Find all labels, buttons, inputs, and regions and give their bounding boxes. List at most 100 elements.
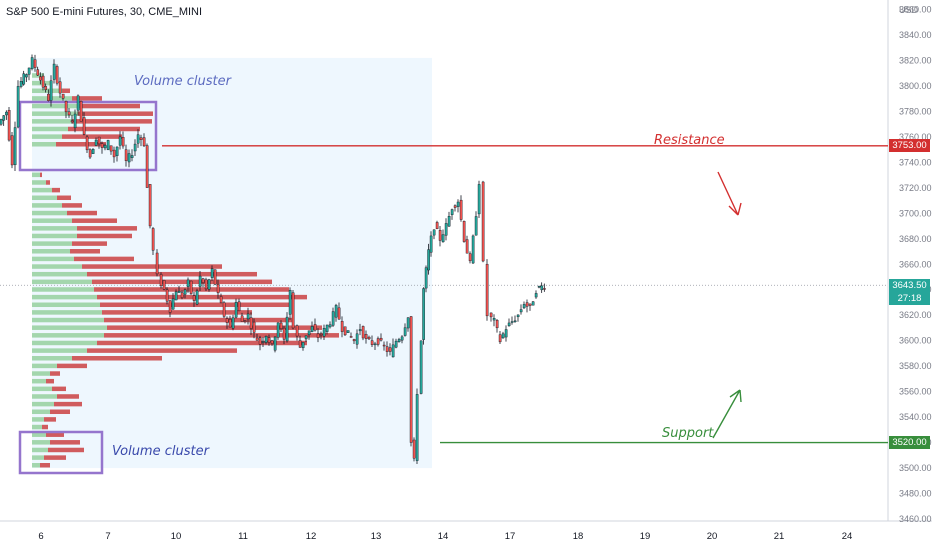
down-arrow-icon bbox=[717, 171, 742, 216]
volume-profile-bar-down bbox=[87, 271, 257, 277]
candle-up bbox=[331, 311, 335, 326]
volume-profile-bar-down bbox=[52, 386, 66, 392]
candle-down bbox=[343, 326, 347, 336]
support-price-tag: 3520.00 bbox=[889, 436, 930, 450]
candle-down bbox=[189, 280, 193, 294]
volume-profile-bar-down bbox=[68, 126, 140, 132]
volume-profile-bar-up bbox=[32, 203, 62, 208]
support-label: Support bbox=[662, 426, 714, 441]
volume-profile-bar-down bbox=[62, 203, 82, 208]
candle-up bbox=[186, 279, 190, 287]
candle-up bbox=[307, 330, 311, 335]
candle-down bbox=[376, 338, 380, 345]
candle-up bbox=[531, 301, 535, 306]
candle-up bbox=[106, 140, 110, 150]
volume-cluster-label-top: Volume cluster bbox=[134, 74, 231, 89]
candle-down bbox=[112, 149, 116, 158]
volume-profile-bar-down bbox=[44, 417, 56, 422]
candle-up bbox=[537, 286, 541, 288]
volume-profile-bar-down bbox=[80, 103, 140, 109]
candle-down bbox=[525, 302, 529, 307]
candle-up bbox=[328, 324, 332, 328]
candle-down bbox=[468, 253, 472, 262]
time-tick: 7 bbox=[105, 531, 110, 542]
candle-up bbox=[16, 86, 20, 128]
volume-profile-bar-up bbox=[32, 195, 57, 201]
volume-profile-bar-down bbox=[72, 218, 117, 223]
candle-down bbox=[124, 149, 128, 162]
time-tick: 13 bbox=[371, 531, 382, 542]
candle-down bbox=[222, 302, 226, 317]
volume-profile-bar-up bbox=[32, 317, 104, 323]
candle-down bbox=[528, 303, 532, 306]
candle-up bbox=[130, 155, 134, 158]
time-tick: 18 bbox=[573, 531, 584, 542]
volume-profile-bar-up bbox=[32, 401, 54, 407]
candle-down bbox=[237, 301, 241, 311]
candle-up bbox=[2, 115, 6, 121]
candle-down bbox=[485, 263, 489, 317]
candle-up bbox=[5, 111, 8, 116]
volume-profile-bar-up bbox=[32, 424, 42, 430]
candle-up bbox=[264, 336, 268, 343]
volume-profile-bar-up bbox=[32, 325, 107, 330]
volume-profile-bar-up bbox=[32, 241, 72, 246]
volume-profile-bar-down bbox=[50, 440, 80, 445]
volume-profile-bar-up bbox=[32, 333, 104, 338]
candle-down bbox=[67, 111, 71, 116]
candle-up bbox=[195, 290, 199, 305]
volume-profile-bar-down bbox=[52, 187, 60, 193]
candle-up bbox=[322, 328, 326, 337]
candle-down bbox=[295, 325, 299, 337]
volume-profile-bar-down bbox=[72, 356, 162, 361]
volume-profile-bar-up bbox=[32, 302, 100, 308]
candle-up bbox=[103, 145, 107, 149]
candle-up bbox=[427, 249, 430, 271]
candle-up bbox=[397, 339, 401, 342]
price-tick: 3820.00 bbox=[899, 55, 932, 65]
candle-down bbox=[352, 339, 356, 342]
candle-down bbox=[252, 321, 256, 333]
candle-down bbox=[367, 336, 371, 340]
candle-down bbox=[316, 333, 320, 338]
volume-profile-bar-down bbox=[50, 371, 60, 376]
candle-down bbox=[385, 346, 389, 352]
volume-profile-bar-up bbox=[32, 386, 52, 392]
candle-up bbox=[133, 143, 137, 152]
volume-profile-bar-up bbox=[32, 103, 80, 109]
candle-up bbox=[403, 327, 407, 336]
candle-up bbox=[519, 309, 523, 313]
volume-profile-bar-down bbox=[100, 302, 290, 308]
volume-profile-bar-down bbox=[62, 88, 70, 94]
time-tick: 21 bbox=[774, 531, 785, 542]
candle-down bbox=[379, 337, 383, 341]
volume-profile-bar-down bbox=[56, 142, 106, 147]
candle-up bbox=[49, 80, 53, 101]
candle-down bbox=[142, 137, 146, 147]
price-tick: 3500.00 bbox=[899, 463, 932, 473]
currency-label: USD bbox=[899, 5, 919, 15]
candle-down bbox=[213, 269, 217, 285]
candle-down bbox=[10, 135, 14, 166]
candle-up bbox=[492, 318, 496, 321]
price-tick: 3660.00 bbox=[899, 259, 932, 269]
volume-profile-bar-down bbox=[42, 424, 48, 430]
candle-down bbox=[139, 137, 143, 140]
candle-down bbox=[100, 143, 104, 148]
candle-down bbox=[47, 93, 50, 101]
candle-up bbox=[432, 229, 436, 236]
candle-up bbox=[22, 73, 26, 85]
candle-down bbox=[489, 312, 493, 318]
candle-up bbox=[513, 320, 517, 323]
candle-up bbox=[118, 136, 122, 146]
candle-up bbox=[422, 288, 425, 340]
price-tick: 3720.00 bbox=[899, 183, 932, 193]
volume-profile-bar-up bbox=[32, 371, 50, 376]
time-tick: 20 bbox=[707, 531, 718, 542]
candle-down bbox=[82, 117, 86, 135]
volume-profile-bar-down bbox=[46, 180, 50, 185]
candle-up bbox=[444, 223, 448, 236]
volume-profile-bar-up bbox=[32, 432, 46, 437]
candle-down bbox=[361, 326, 365, 339]
